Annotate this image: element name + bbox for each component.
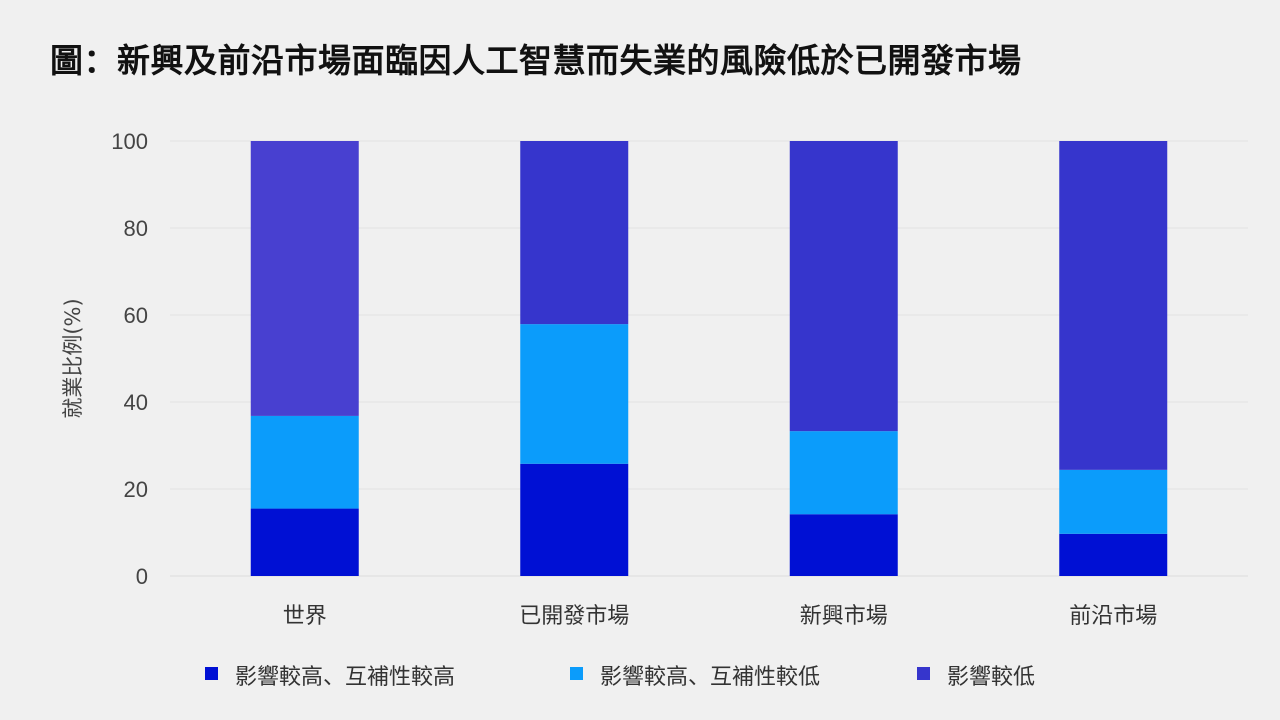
legend-swatch [205, 667, 218, 680]
x-category-label: 已開發市場 [519, 604, 629, 629]
y-tick-label: 0 [136, 564, 148, 589]
x-category-label: 世界 [283, 604, 327, 629]
x-category-label: 前沿市場 [1069, 604, 1157, 629]
bar-segment [1059, 141, 1168, 470]
bar-segment [1059, 469, 1168, 534]
y-tick-label: 80 [124, 216, 148, 241]
bar-segment [789, 141, 898, 432]
y-axis-title: 就業比例(%) [61, 298, 85, 418]
y-tick-label: 40 [124, 390, 148, 415]
legend-label: 影響較高、互補性較高 [235, 665, 455, 690]
legend-swatch [917, 667, 930, 680]
bar-segment [250, 415, 359, 509]
y-tick-label: 100 [111, 129, 148, 154]
legend-label: 影響較高、互補性較低 [600, 665, 820, 690]
legend-swatch [570, 667, 583, 680]
bar-segment [1059, 533, 1168, 576]
bar-segment [250, 508, 359, 576]
bar-segment [520, 324, 629, 464]
x-category-label: 新興市場 [800, 604, 888, 629]
chart-title: 圖：新興及前沿市場面臨因人工智慧而失業的風險低於已開發市場 [50, 41, 1022, 80]
bar-segment [520, 141, 629, 325]
bar-segment [520, 463, 629, 576]
y-tick-label: 20 [124, 477, 148, 502]
bar-segment [250, 141, 359, 416]
legend-label: 影響較低 [947, 665, 1035, 690]
bar-segment [789, 514, 898, 576]
y-tick-label: 60 [124, 303, 148, 328]
bar-segment [789, 431, 898, 515]
